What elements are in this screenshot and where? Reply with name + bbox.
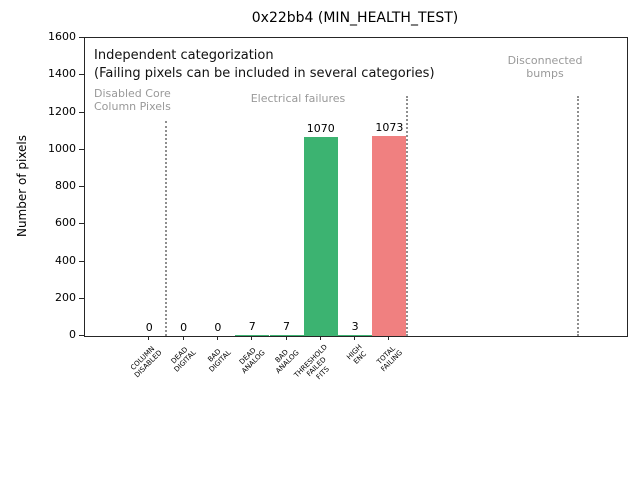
x-tick xyxy=(148,336,150,340)
y-tick-label: 1000 xyxy=(48,141,76,155)
y-tick xyxy=(79,260,84,262)
y-tick-label: 800 xyxy=(55,178,76,192)
x-tick-label: TOTAL FAILING xyxy=(375,344,404,374)
chart-title: 0x22bb4 (MIN_HEALTH_TEST) xyxy=(251,10,459,26)
x-tick-label: COLUMN DISABLED xyxy=(129,344,164,380)
bar-value-label: 7 xyxy=(248,319,256,333)
plot-area: 0 0 0 7 7 1070 3 1073 Independent categorizatio… xyxy=(84,37,628,337)
bar xyxy=(235,334,270,336)
x-tick-label: THRESHOLD FAILED FITS xyxy=(293,343,332,382)
y-tick xyxy=(79,111,84,113)
bar-value-label: 1070 xyxy=(306,121,335,135)
bar-value-label: 7 xyxy=(283,319,290,333)
bar xyxy=(303,136,338,336)
region-label-disabled-core-column-pixels: Disabled Core Column Pixels xyxy=(94,87,171,113)
category-separator-line xyxy=(405,96,408,336)
y-tick xyxy=(79,335,84,336)
y-tick-label: 1200 xyxy=(48,104,76,118)
y-axis-label: Number of pixels xyxy=(15,134,29,238)
y-tick xyxy=(79,297,84,299)
y-tick xyxy=(79,186,84,187)
y-tick-label: 0 xyxy=(69,327,76,341)
y-tick-label: 600 xyxy=(55,216,76,230)
annotation-failing-note: (Failing pixels can be included in sever… xyxy=(94,66,435,81)
x-tick xyxy=(354,336,356,340)
x-tick-label: DEAD DIGITAL xyxy=(169,345,199,374)
x-tick xyxy=(182,336,184,340)
bar xyxy=(338,335,373,336)
x-tick-label: DEAD ANALOG xyxy=(237,346,267,376)
y-tick xyxy=(79,37,84,38)
y-tick xyxy=(79,148,84,150)
bar-value-label: 3 xyxy=(351,320,359,333)
category-separator-line xyxy=(165,121,168,336)
y-tick xyxy=(79,74,84,76)
y-tick-label: 1400 xyxy=(48,67,76,81)
bar-value-label: 0 xyxy=(214,321,222,334)
bar-value-label: 0 xyxy=(145,321,153,334)
annotation-independent-categorization: Independent categorization xyxy=(94,48,274,63)
x-tick xyxy=(285,336,287,340)
y-tick xyxy=(79,223,84,225)
x-tick xyxy=(251,336,253,340)
bar-value-label: 0 xyxy=(180,321,188,334)
region-label-electrical-failures: Electrical failures xyxy=(250,92,346,105)
y-tick-label: 400 xyxy=(55,253,76,267)
region-label-disconnected-bumps: Disconnected bumps xyxy=(507,54,583,80)
x-tick-label: HIGH ENC xyxy=(345,343,369,367)
category-separator-line xyxy=(577,96,580,336)
x-tick xyxy=(319,336,321,340)
bar xyxy=(372,136,407,336)
x-tick xyxy=(388,336,390,340)
bar-value-label: 1073 xyxy=(375,121,404,135)
y-tick-label: 1600 xyxy=(48,29,76,43)
y-tick-label: 200 xyxy=(55,290,76,304)
bar xyxy=(269,334,304,336)
x-tick-label: BAD DIGITAL xyxy=(205,347,233,374)
x-tick xyxy=(216,336,218,340)
